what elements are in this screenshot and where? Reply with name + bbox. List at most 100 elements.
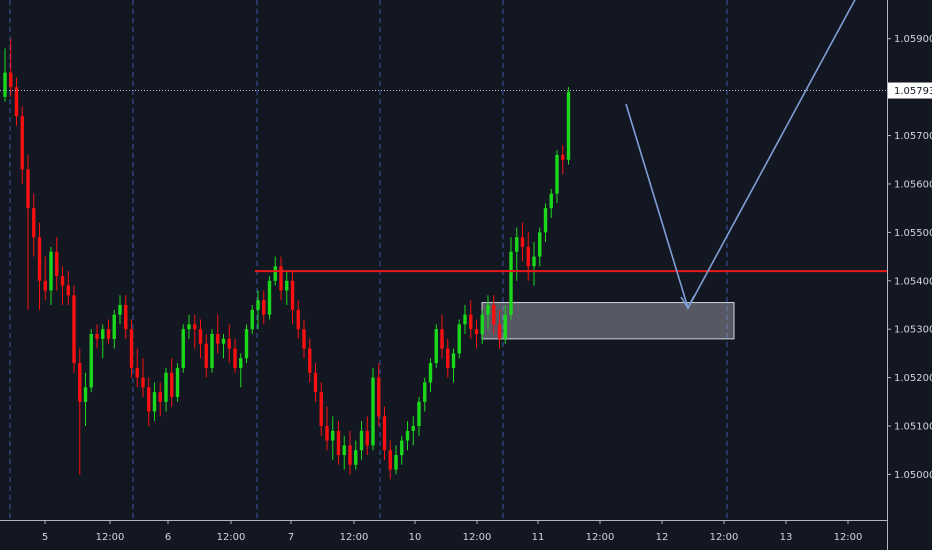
candle xyxy=(267,275,272,320)
candle xyxy=(313,363,318,402)
candle xyxy=(89,329,93,393)
candle-body xyxy=(515,237,519,252)
candle-body xyxy=(152,392,157,412)
candle-body xyxy=(170,372,174,397)
candle xyxy=(124,295,128,339)
price-axis-background xyxy=(887,0,932,550)
candle xyxy=(66,271,70,305)
candle xyxy=(49,246,53,305)
candle-body xyxy=(486,304,490,315)
candle-body xyxy=(474,329,479,335)
time-axis[interactable]: 5 12:00 6 12:00 7 12:00 10 12:00 11 12:00 12 12:00 1… xyxy=(0,520,887,550)
time-tick-label: 6 xyxy=(165,532,171,543)
candle xyxy=(509,237,513,320)
candle-body xyxy=(32,208,36,238)
candle xyxy=(371,367,375,451)
candle xyxy=(434,324,438,368)
candle-body xyxy=(411,426,415,431)
candle xyxy=(170,358,174,407)
candle-body xyxy=(285,280,289,291)
candle-body xyxy=(55,251,59,276)
candle-body xyxy=(296,309,300,330)
candle xyxy=(331,416,335,460)
candle xyxy=(152,382,157,422)
candle-body xyxy=(181,329,185,368)
time-tick-label: 12 xyxy=(656,532,669,543)
projection-arrow[interactable] xyxy=(625,0,857,311)
candle-body xyxy=(348,445,352,465)
candle-body xyxy=(503,314,507,339)
candle-body xyxy=(566,91,571,160)
candle xyxy=(118,295,122,325)
candle-body xyxy=(279,266,283,291)
candle xyxy=(474,319,479,349)
candle-body xyxy=(497,324,502,339)
candle-body xyxy=(250,309,254,330)
candle xyxy=(216,314,220,354)
candle-body xyxy=(538,232,542,257)
candle xyxy=(135,348,139,388)
candle-body xyxy=(95,334,99,339)
candle-body xyxy=(262,300,266,315)
candle-body xyxy=(405,430,410,441)
candle-body xyxy=(20,116,24,170)
candle-body xyxy=(193,324,197,330)
candle xyxy=(382,406,387,460)
candle xyxy=(106,319,111,344)
candle xyxy=(348,430,352,475)
candle-body xyxy=(377,377,381,417)
candle xyxy=(423,377,427,412)
candle-body xyxy=(290,280,295,310)
candle xyxy=(112,309,116,349)
candle-body xyxy=(89,334,93,388)
candle-body xyxy=(446,348,450,368)
candle-body xyxy=(273,266,277,281)
candle-body xyxy=(555,154,559,194)
candle xyxy=(325,406,329,451)
candle-body xyxy=(37,237,42,281)
price-tick-label: 1.05100 xyxy=(894,422,932,433)
candle-body xyxy=(267,280,272,315)
candle-body xyxy=(256,300,260,310)
candle-body xyxy=(354,450,358,465)
candle xyxy=(129,319,134,378)
candle xyxy=(342,435,346,470)
candle xyxy=(37,222,42,310)
candle-body xyxy=(325,426,329,441)
candle xyxy=(227,324,231,364)
demand-zone[interactable] xyxy=(481,302,735,340)
candle xyxy=(503,304,507,344)
candle-body xyxy=(417,401,421,427)
candle xyxy=(469,300,473,339)
candle xyxy=(3,48,7,102)
candle xyxy=(377,363,381,427)
candle xyxy=(147,377,151,427)
candle-body xyxy=(72,295,76,364)
candle xyxy=(158,382,162,417)
candle xyxy=(388,440,392,480)
candle-body xyxy=(124,304,128,330)
candle-body xyxy=(164,372,168,402)
candle-body xyxy=(112,314,116,339)
candle xyxy=(26,154,30,310)
candle-body xyxy=(400,440,404,456)
candle xyxy=(95,324,99,349)
candle xyxy=(457,319,461,359)
candle xyxy=(405,421,410,451)
price-tick-label: 1.05700 xyxy=(894,131,932,142)
candle-body xyxy=(49,251,53,291)
candle-body xyxy=(135,367,139,378)
candle-body xyxy=(3,72,7,97)
demand-zone-rect[interactable] xyxy=(481,302,735,340)
candle-body xyxy=(469,314,473,330)
candle xyxy=(359,421,364,460)
price-axis[interactable]: 1.05000 1.05100 1.05200 1.05300 1.05400 1.055… xyxy=(887,0,932,550)
candle xyxy=(440,314,444,359)
candle xyxy=(279,256,283,301)
candle xyxy=(250,304,254,335)
candle xyxy=(302,319,306,359)
candle-body xyxy=(532,256,536,267)
price-levels[interactable] xyxy=(0,90,887,273)
